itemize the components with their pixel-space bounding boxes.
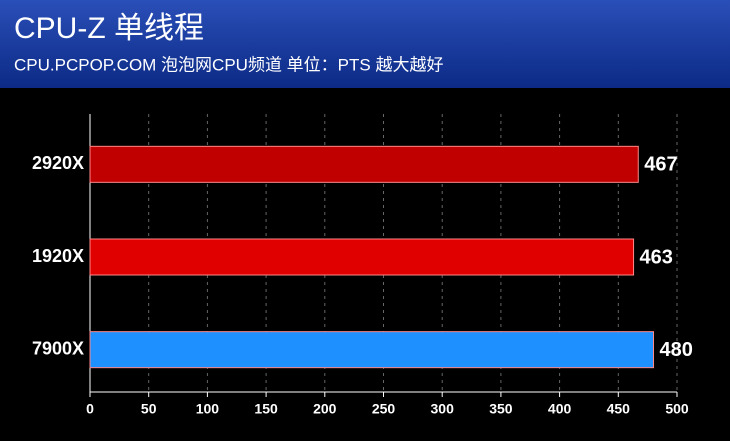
x-tick-label: 350	[489, 401, 513, 417]
x-tick-label: 100	[196, 401, 220, 417]
y-tick-label: 2920X	[32, 153, 84, 173]
x-tick-label: 200	[313, 401, 337, 417]
y-tick-label: 1920X	[32, 246, 84, 266]
x-tick-label: 150	[254, 401, 278, 417]
x-tick-label: 450	[607, 401, 631, 417]
header	[0, 0, 730, 88]
chart-title: CPU-Z 单线程	[14, 12, 204, 45]
bar	[89, 145, 639, 183]
value-label: 480	[660, 339, 693, 361]
y-tick-label: 7900X	[32, 338, 84, 358]
x-tick-label: 300	[431, 401, 455, 417]
x-tick-label: 400	[548, 401, 572, 417]
x-tick-label: 0	[86, 401, 94, 417]
value-label: 463	[640, 246, 673, 268]
bar	[89, 331, 655, 369]
x-tick-label: 500	[665, 401, 689, 417]
chart-subtitle: CPU.PCPOP.COM 泡泡网CPU频道 单位：PTS 越大越好	[14, 55, 443, 74]
x-tick-label: 50	[141, 401, 157, 417]
x-tick-label: 250	[372, 401, 396, 417]
bar	[89, 238, 635, 276]
value-label: 467	[644, 154, 677, 176]
